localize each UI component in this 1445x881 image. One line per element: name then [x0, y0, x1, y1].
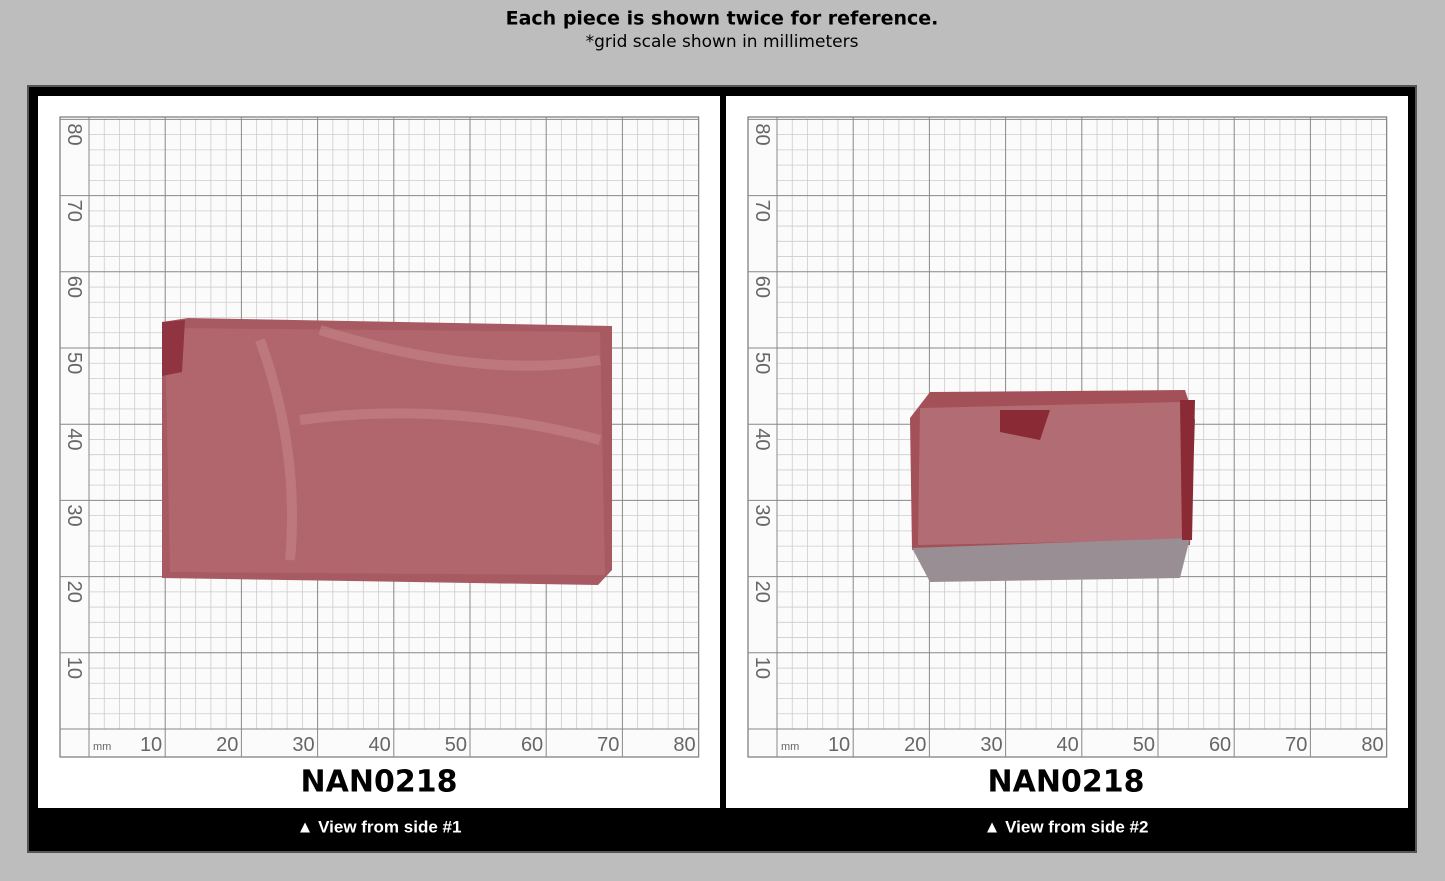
unit-label: mm — [93, 741, 111, 753]
x-scale-label: 40 — [1057, 734, 1079, 756]
y-scale-label: 50 — [751, 352, 773, 374]
x-scale-label: 60 — [521, 734, 543, 756]
x-scale-label: 20 — [904, 734, 926, 756]
y-scale-label: 70 — [63, 200, 85, 222]
y-scale-label: 80 — [751, 123, 773, 145]
x-scale-label: 20 — [216, 734, 238, 756]
piece-label: NAN0218 — [301, 765, 458, 800]
piece-label: NAN0218 — [988, 765, 1145, 800]
y-scale-label: 60 — [751, 276, 773, 298]
y-scale-label: 60 — [63, 276, 85, 298]
subtitle: *grid scale shown in millimeters — [586, 32, 859, 52]
stone-photo — [910, 390, 1195, 582]
x-scale-label: 30 — [292, 734, 314, 756]
x-scale-label: 40 — [369, 734, 391, 756]
y-scale-label: 40 — [751, 428, 773, 450]
y-scale-label: 10 — [751, 657, 773, 679]
x-scale-label: 50 — [445, 734, 467, 756]
unit-label: mm — [781, 741, 799, 753]
x-scale-label: 80 — [673, 734, 695, 756]
caption: ▲ View from side #1 — [297, 817, 462, 836]
title: Each piece is shown twice for reference. — [506, 8, 939, 30]
y-scale-label: 50 — [63, 352, 85, 374]
y-scale-label: 70 — [751, 200, 773, 222]
x-scale-label: 70 — [597, 734, 619, 756]
x-scale-label: 70 — [1285, 734, 1307, 756]
y-scale-label: 20 — [63, 581, 85, 603]
caption: ▲ View from side #2 — [984, 817, 1149, 836]
y-scale-label: 30 — [751, 504, 773, 526]
x-scale-label: 10 — [828, 734, 850, 756]
y-scale-label: 40 — [63, 428, 85, 450]
x-scale-label: 60 — [1209, 734, 1231, 756]
y-scale-label: 10 — [63, 657, 85, 679]
stone-photo — [162, 318, 612, 585]
caption-bar — [38, 808, 1408, 850]
x-scale-label: 80 — [1361, 734, 1383, 756]
y-scale-label: 20 — [751, 581, 773, 603]
x-scale-label: 50 — [1133, 734, 1155, 756]
y-scale-label: 30 — [63, 504, 85, 526]
x-scale-label: 10 — [140, 734, 162, 756]
x-scale-label: 30 — [980, 734, 1002, 756]
y-scale-label: 80 — [63, 123, 85, 145]
